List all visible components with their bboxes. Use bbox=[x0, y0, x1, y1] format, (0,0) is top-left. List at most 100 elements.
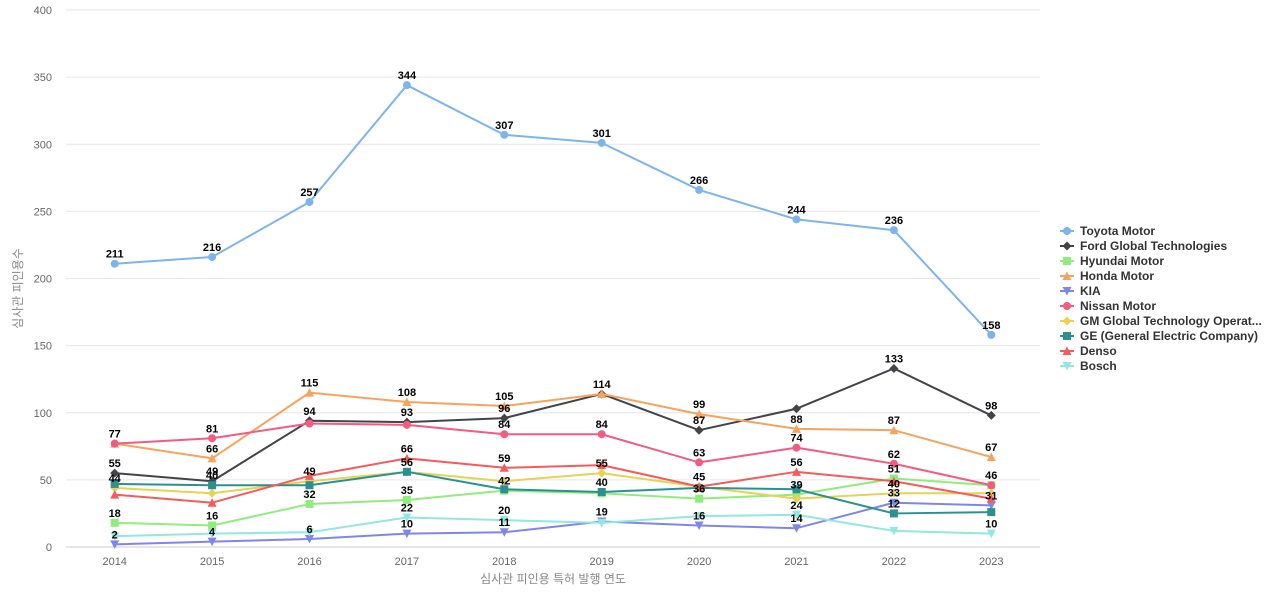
legend-item[interactable]: Hyundai Motor bbox=[1060, 254, 1164, 268]
legend-item[interactable]: Honda Motor bbox=[1060, 269, 1154, 283]
data-point bbox=[986, 410, 996, 420]
y-tick-label: 150 bbox=[34, 341, 52, 353]
x-tick-label: 2022 bbox=[882, 556, 906, 568]
y-tick-label: 300 bbox=[34, 139, 52, 151]
series-line bbox=[114, 391, 992, 460]
data-point bbox=[889, 459, 898, 468]
data-point bbox=[305, 197, 314, 206]
data-label: 36 bbox=[693, 484, 705, 496]
data-label: 59 bbox=[498, 453, 510, 465]
data-point bbox=[305, 419, 314, 428]
data-label: 266 bbox=[690, 175, 708, 187]
y-tick-label: 250 bbox=[34, 206, 52, 218]
data-point bbox=[694, 521, 704, 531]
data-label: 14 bbox=[790, 513, 803, 525]
data-label: 62 bbox=[888, 449, 900, 461]
legend-label: Nissan Motor bbox=[1080, 299, 1156, 313]
data-point bbox=[889, 488, 899, 498]
series-8 bbox=[110, 453, 996, 507]
data-point bbox=[597, 518, 607, 528]
data-label: 6 bbox=[306, 524, 312, 536]
y-tick-label: 400 bbox=[34, 5, 52, 17]
data-label: 93 bbox=[401, 407, 413, 419]
legend-label: KIA bbox=[1080, 284, 1101, 298]
data-point bbox=[597, 468, 607, 478]
data-point bbox=[110, 439, 119, 448]
legend-item[interactable]: Bosch bbox=[1060, 359, 1117, 373]
data-point bbox=[792, 524, 801, 533]
series-line bbox=[114, 367, 992, 483]
data-label: 115 bbox=[301, 378, 319, 390]
data-point bbox=[500, 130, 509, 139]
legend-marker bbox=[1063, 332, 1071, 340]
data-point bbox=[402, 467, 411, 476]
data-label: 18 bbox=[109, 508, 121, 520]
data-point bbox=[500, 485, 509, 494]
data-label: 105 bbox=[495, 391, 513, 403]
data-point bbox=[499, 463, 509, 472]
series-line bbox=[114, 470, 992, 500]
data-point bbox=[110, 468, 120, 478]
data-label: 84 bbox=[596, 419, 609, 431]
data-point bbox=[986, 501, 996, 510]
data-point bbox=[889, 509, 898, 518]
data-label: 16 bbox=[693, 511, 705, 523]
data-point bbox=[986, 494, 996, 503]
legend-label: GM Global Technology Operat... bbox=[1080, 314, 1262, 328]
data-label: 133 bbox=[885, 353, 903, 365]
data-point bbox=[695, 185, 704, 194]
data-label: 45 bbox=[693, 472, 705, 484]
data-label: 67 bbox=[985, 442, 997, 454]
data-point bbox=[208, 521, 217, 530]
x-tick-label: 2018 bbox=[492, 556, 516, 568]
legend-item[interactable]: GE (General Electric Company) bbox=[1060, 329, 1258, 343]
series-1 bbox=[110, 363, 996, 486]
data-label: 44 bbox=[109, 473, 122, 485]
series-line bbox=[114, 501, 992, 546]
data-point bbox=[792, 510, 801, 520]
data-point bbox=[695, 458, 704, 467]
data-label: 87 bbox=[888, 415, 900, 427]
data-point bbox=[207, 488, 217, 498]
y-tick-label: 50 bbox=[40, 475, 52, 487]
data-label: 31 bbox=[985, 490, 997, 502]
series-line bbox=[114, 470, 992, 515]
data-label: 66 bbox=[206, 443, 218, 455]
legend-label: Bosch bbox=[1080, 359, 1117, 373]
data-point bbox=[305, 500, 314, 509]
data-point bbox=[597, 138, 606, 147]
legend-marker bbox=[1063, 227, 1071, 235]
data-point bbox=[889, 498, 899, 508]
legend-item[interactable]: Toyota Motor bbox=[1060, 224, 1155, 238]
data-point bbox=[499, 476, 509, 486]
x-tick-label: 2020 bbox=[687, 556, 711, 568]
data-label: 10 bbox=[985, 519, 997, 531]
legend-item[interactable]: KIA bbox=[1060, 284, 1101, 298]
legend-label: Toyota Motor bbox=[1080, 224, 1155, 238]
data-label: 20 bbox=[498, 505, 510, 517]
legend-item[interactable]: GM Global Technology Operat... bbox=[1060, 314, 1262, 328]
grid-lines bbox=[66, 9, 1040, 548]
x-tick-label: 2015 bbox=[200, 556, 224, 568]
legend-item[interactable]: Denso bbox=[1060, 344, 1117, 358]
series-5 bbox=[110, 419, 996, 490]
data-label: 344 bbox=[398, 70, 417, 82]
data-point bbox=[694, 512, 704, 521]
data-label: 40 bbox=[206, 470, 218, 482]
data-point bbox=[986, 452, 996, 462]
data-point bbox=[110, 532, 120, 541]
data-label: 40 bbox=[888, 478, 900, 490]
data-point bbox=[695, 494, 704, 503]
data-point bbox=[208, 253, 217, 262]
data-point bbox=[110, 490, 120, 499]
data-point bbox=[207, 537, 217, 547]
legend-item[interactable]: Ford Global Technologies bbox=[1060, 239, 1227, 253]
data-label: 19 bbox=[596, 506, 608, 518]
data-point bbox=[402, 529, 412, 539]
data-label: 12 bbox=[888, 498, 900, 510]
data-label: 94 bbox=[303, 406, 316, 418]
legend-item[interactable]: Nissan Motor bbox=[1060, 299, 1156, 313]
data-point bbox=[597, 430, 606, 439]
legend-marker bbox=[1063, 302, 1071, 310]
data-point bbox=[305, 534, 314, 544]
